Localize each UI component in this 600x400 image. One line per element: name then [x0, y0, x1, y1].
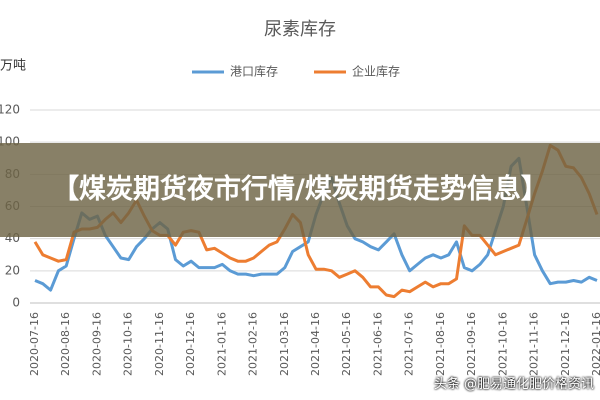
x-tick-label: 2021-07-16	[403, 312, 416, 376]
x-tick-label: 2021-09-16	[465, 312, 478, 376]
x-tick-label: 2020-09-16	[90, 312, 103, 376]
x-tick-label: 2021-10-16	[496, 312, 509, 376]
x-tick-label: 2021-01-16	[215, 312, 228, 376]
legend-label: 企业库存	[352, 64, 400, 79]
x-tick-label: 2020-10-16	[122, 312, 135, 376]
y-axis-label: 万吨	[0, 59, 26, 74]
x-tick-label: 2021-05-16	[340, 312, 353, 376]
x-tick-label: 2020-12-16	[184, 312, 197, 376]
x-tick-label: 2020-11-16	[153, 312, 166, 376]
x-tick-label: 2022-01-16	[590, 312, 600, 376]
x-tick-label: 2021-08-16	[434, 312, 447, 376]
x-tick-label: 2021-04-16	[309, 312, 322, 376]
y-tick-label: 120	[0, 103, 20, 117]
legend-label: 港口库存	[230, 64, 278, 79]
x-tick-label: 2020-08-16	[59, 312, 72, 376]
watermark: 头条 @肥易通化肥价格资讯	[433, 377, 594, 392]
x-tick-label: 2021-11-16	[528, 312, 541, 376]
y-tick-label: 0	[12, 296, 20, 310]
chart-title: 尿素库存	[264, 19, 336, 40]
x-tick-label: 2021-02-16	[247, 312, 260, 376]
x-tick-label: 2020-07-16	[28, 312, 41, 376]
y-tick-label: 20	[5, 263, 20, 277]
x-tick-label: 2021-12-16	[559, 312, 572, 376]
banner: 【煤炭期货夜市行情/煤炭期货走势信息】	[0, 143, 600, 237]
x-tick-label: 2021-06-16	[371, 312, 384, 376]
x-tick-label: 2021-03-16	[278, 312, 291, 376]
headline: 【煤炭期货夜市行情/煤炭期货走势信息】	[52, 174, 548, 205]
